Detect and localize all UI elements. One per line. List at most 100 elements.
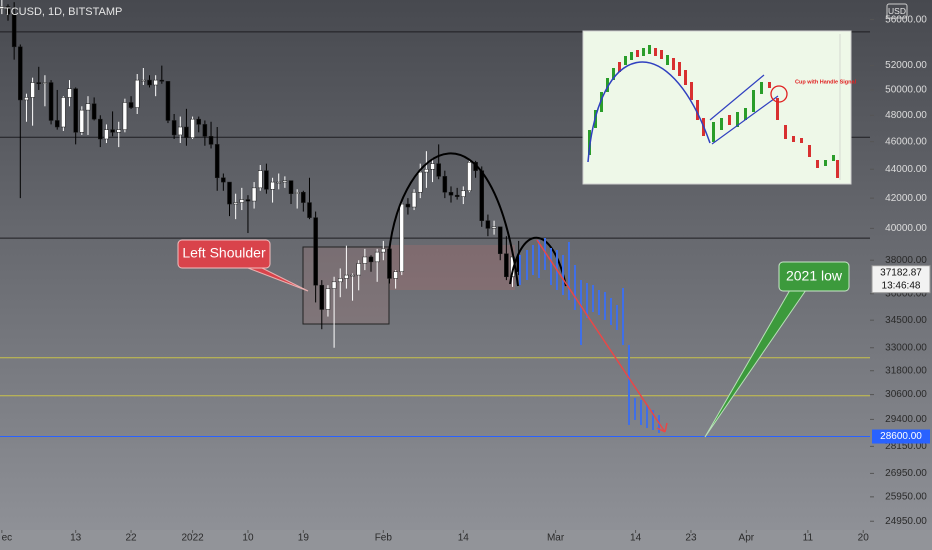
horizontal-lines [0, 31, 870, 438]
candle-body [91, 103, 97, 120]
candle-body [313, 217, 318, 286]
y-tick-label: 29400.00 [885, 414, 927, 425]
currency: USD [888, 6, 906, 16]
candle-body [153, 79, 158, 86]
candle-body [128, 102, 134, 108]
y-tick-label: 25950.00 [885, 491, 927, 502]
x-tick-label: 14 [630, 533, 642, 544]
candle-body [442, 176, 448, 193]
inset-candle [728, 115, 731, 125]
candle-body [405, 203, 411, 208]
symbol-title: TCUSD, 1D, BITSTAMP [4, 6, 122, 18]
candle-body [54, 120, 60, 128]
candle-body [350, 274, 355, 277]
candle-body [184, 126, 189, 138]
inset-candle [672, 58, 675, 70]
candle-body [436, 163, 441, 177]
candle-body [0, 6, 5, 9]
y-tick-label: 40000.00 [885, 223, 927, 234]
countdown-label: 13:46:48 [882, 280, 921, 291]
inset-signal-circle [770, 85, 788, 103]
candle-body [18, 46, 23, 101]
candle-body [374, 251, 380, 263]
inset-frame [582, 30, 852, 185]
candle-body [276, 181, 281, 184]
candle-body [282, 180, 288, 183]
candle-body [417, 171, 423, 193]
x-tick-label: 22 [125, 533, 137, 544]
y-tick-label: 44000.00 [885, 164, 927, 175]
candle-body [239, 199, 245, 203]
candle-body [147, 79, 152, 86]
candle-body [264, 170, 269, 190]
y-tick-label: 36000.00 [885, 288, 927, 299]
x-tick-label: Feb [375, 533, 393, 544]
candle-body [258, 170, 263, 189]
inset-candle [678, 62, 681, 76]
inset-channel [709, 74, 765, 121]
x-tick-label: 19 [298, 533, 310, 544]
y-tick-label: 56000.00 [885, 14, 927, 25]
inset-candle [618, 62, 621, 72]
inset-candle [600, 92, 603, 112]
candle-body [245, 199, 251, 202]
inset-candle [654, 48, 657, 56]
candle-body [485, 220, 491, 229]
inset-candle [612, 68, 615, 80]
y-tick-label: 34500.00 [885, 315, 927, 326]
candle-body [319, 284, 325, 310]
y-tick-label: 52000.00 [885, 60, 927, 71]
y-tick-label: 50000.00 [885, 85, 927, 96]
price-line-label: 28600.00 [880, 431, 922, 442]
candle-body [251, 187, 257, 202]
inset-candle [696, 100, 699, 120]
candle-body [122, 102, 128, 130]
inset-candle [636, 50, 639, 57]
candle-body [430, 163, 435, 170]
candle-body [467, 161, 472, 192]
candle-body [134, 79, 140, 108]
inset-cup-arc [587, 61, 711, 163]
candles [0, 0, 521, 348]
candle-body [214, 144, 220, 179]
axes: 56000.00 52000.00 50000.00 48000.00 46000.00… [0, 14, 932, 550]
x-tick-label: Apr [739, 533, 755, 544]
candle-body [294, 191, 300, 194]
currency-box[interactable] [886, 3, 908, 19]
y-tick-label: 26950.00 [885, 468, 927, 479]
candle-body [454, 194, 460, 197]
inset-candle [624, 56, 627, 65]
candle-body [5, 6, 11, 15]
x-tick-label: Mar [547, 533, 565, 544]
x-tick-label: 14 [458, 533, 470, 544]
inset-candle [712, 122, 715, 142]
candle-body [424, 169, 429, 173]
candle-body [73, 88, 78, 133]
candle-body [141, 79, 146, 82]
candle-body [36, 82, 42, 85]
inset-candle [760, 82, 763, 94]
candle-body [221, 177, 226, 183]
x-tick-label: 10 [242, 533, 254, 544]
candle-body [504, 253, 509, 278]
inset-candle [720, 118, 723, 130]
inset-candle [816, 160, 819, 168]
right-shoulder-arc [509, 236, 567, 287]
candle-body [61, 97, 66, 128]
candle-body [159, 79, 165, 82]
candle-body [48, 82, 54, 121]
y-tick-label: 31800.00 [885, 365, 927, 376]
head-arc [388, 152, 519, 287]
inset-candle [630, 52, 633, 60]
candle-body [67, 88, 72, 98]
inset-channel [711, 95, 779, 145]
candle-body [387, 248, 392, 279]
y-tick-label: 24950.00 [885, 516, 927, 527]
x-tick-label: 20 [858, 533, 870, 544]
x-tick-label: ec [2, 533, 13, 544]
x-tick-label: 13 [70, 533, 82, 544]
candle-body [337, 278, 343, 283]
inset-candle [606, 78, 609, 92]
x-tick-label: 2022 [181, 533, 204, 544]
